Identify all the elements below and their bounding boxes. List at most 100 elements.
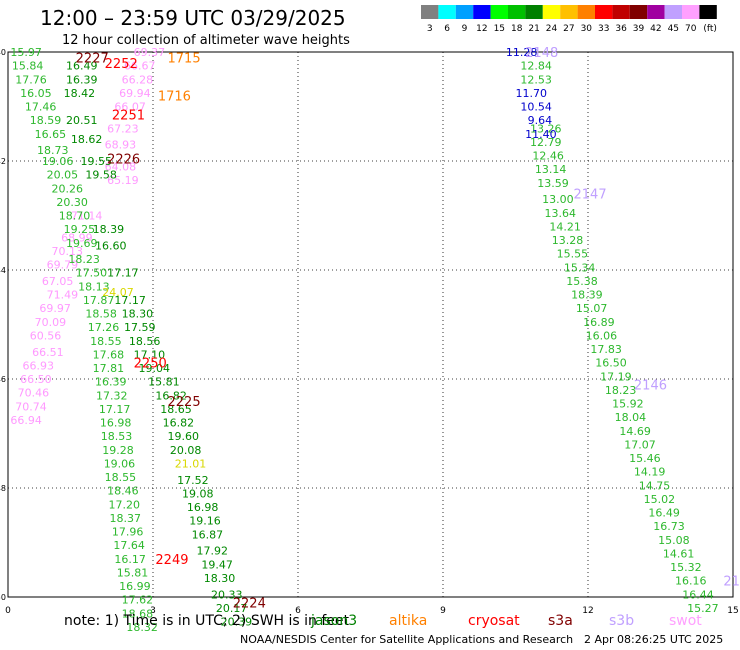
wave-height-label: 18.30 <box>122 308 154 321</box>
pass-number-label: 2226 <box>107 152 140 167</box>
pass-number-label: 1716 <box>158 90 191 105</box>
wave-height-label: 17.62 <box>122 594 154 607</box>
legend-swatch <box>490 5 508 19</box>
legend-label: 24 <box>546 24 558 34</box>
pass-number-label: 2148 <box>525 46 558 61</box>
wave-height-label: 15.32 <box>670 561 702 574</box>
wave-height-label: 10.54 <box>520 101 552 114</box>
legend-swatch <box>595 5 613 19</box>
wave-height-label: 16.39 <box>95 376 127 389</box>
chart-subtitle: 12 hour collection of altimeter wave hei… <box>62 33 350 48</box>
wave-height-label: 16.87 <box>192 528 224 541</box>
legend-swatch <box>577 5 595 19</box>
wave-height-label: 12.79 <box>530 136 562 149</box>
wave-height-label: 18.39 <box>571 289 603 302</box>
wave-height-label: 19.55 <box>81 155 113 168</box>
wave-height-label: 17.83 <box>590 343 622 356</box>
wave-height-label: 20.51 <box>66 114 98 127</box>
wave-height-label: 17.20 <box>109 498 140 511</box>
wave-height-label: 17.96 <box>112 526 143 539</box>
legend-label: 15 <box>494 24 505 34</box>
wave-height-label: 18.68 <box>122 607 154 620</box>
wave-height-label: 16.82 <box>155 389 187 402</box>
wave-height-label: 19.28 <box>102 444 134 457</box>
wave-height-label: 15.34 <box>564 261 596 274</box>
wave-height-label: 69.97 <box>39 302 71 315</box>
chart-title: 12:00 – 23:59 UTC 03/29/2025 <box>40 6 346 30</box>
wave-height-label: 16.05 <box>20 87 52 100</box>
wave-height-label: 19.16 <box>189 515 221 528</box>
wave-height-label: 66.28 <box>122 73 154 86</box>
credit-text: NOAA/NESDIS Center for Satellite Applica… <box>240 633 574 646</box>
wave-height-label: 16.65 <box>35 128 66 141</box>
satellite-s3b: s3b <box>609 613 635 629</box>
legend-swatch <box>508 5 526 19</box>
satellite-cryosat: cryosat <box>468 613 520 629</box>
wave-height-label: 12.84 <box>520 60 552 73</box>
wave-height-label: 17.26 <box>88 321 120 334</box>
legend-swatch <box>612 5 630 19</box>
wave-height-label: 16.17 <box>114 553 146 566</box>
wave-height-label: 18.04 <box>615 411 647 424</box>
x-tick-label: 15 <box>727 606 738 616</box>
wave-height-label: 18.55 <box>105 471 136 484</box>
wave-height-label: 15.81 <box>117 566 149 579</box>
legend-swatch <box>699 5 717 19</box>
wave-height-label: 15.55 <box>557 248 589 261</box>
legend-swatch <box>560 5 578 19</box>
wave-height-label: 20.39 <box>221 616 253 629</box>
pass-number-label: 2249 <box>155 553 188 568</box>
wave-height-label: 67.05 <box>42 275 73 288</box>
x-tick-label: 0 <box>5 606 11 616</box>
wave-height-label: 24.07 <box>102 286 134 299</box>
wave-height-label: 21.01 <box>175 457 207 470</box>
legend-label: 18 <box>511 24 523 34</box>
wave-height-label: 18.32 <box>126 621 157 634</box>
wave-height-label: 16.39 <box>66 73 98 86</box>
legend-label: 70 <box>685 24 697 34</box>
wave-height-label: 17.76 <box>15 73 47 86</box>
x-tick-label: 6 <box>295 606 301 616</box>
wave-height-label: 70.74 <box>15 400 47 413</box>
wave-height-label: 68.99 <box>61 231 93 244</box>
wave-height-label: 18.23 <box>605 384 637 397</box>
wave-height-label: 14.19 <box>634 466 666 479</box>
wave-height-label: 70.09 <box>35 316 66 329</box>
legend-swatch <box>647 5 665 19</box>
wave-height-label: 19.08 <box>182 487 214 500</box>
wave-height-label: 16.50 <box>595 357 627 370</box>
wave-height-label: 17.10 <box>134 348 166 361</box>
wave-height-label: 19.04 <box>139 362 171 375</box>
generation-timestamp: 2 Apr 08:26:25 UTC 2025 <box>584 633 724 646</box>
wave-height-label: 16.49 <box>66 60 98 73</box>
pass-number-label: 2227 <box>76 51 109 66</box>
wave-height-label: 9.64 <box>528 114 553 127</box>
legend-swatch <box>438 5 456 19</box>
legend-swatch <box>629 5 648 19</box>
wave-height-label: 20.33 <box>211 588 243 601</box>
wave-height-label: 15.92 <box>612 398 644 411</box>
wave-height-label: 15.38 <box>566 275 598 288</box>
wave-height-label: 19.06 <box>104 457 136 470</box>
wave-height-label: 17.64 <box>113 539 145 552</box>
wave-height-label: 18.65 <box>160 403 192 416</box>
wave-height-label: 12.46 <box>532 150 564 163</box>
footer-note: note: 1) Time is in UTC; 2) SWH is in fe… <box>64 613 350 629</box>
wave-height-label: 17.92 <box>197 545 229 558</box>
y-tick-label: -40 <box>0 48 6 57</box>
series-jason3-yellow: 24.07 21.01 <box>102 286 206 471</box>
wave-height-label: 16.98 <box>100 417 132 430</box>
legend-swatch <box>542 5 561 19</box>
wave-height-label: 14.21 <box>549 220 581 233</box>
wave-height-label: 17.17 <box>99 403 131 416</box>
satellite-s3a: s3a <box>548 613 573 629</box>
wave-height-label: 67.23 <box>107 122 139 135</box>
wave-height-label: 13.26 <box>530 122 562 135</box>
wave-height-label: 17.52 <box>177 474 209 487</box>
x-tick-label: 3 <box>150 606 156 616</box>
wave-height-label: 13.64 <box>545 207 577 220</box>
